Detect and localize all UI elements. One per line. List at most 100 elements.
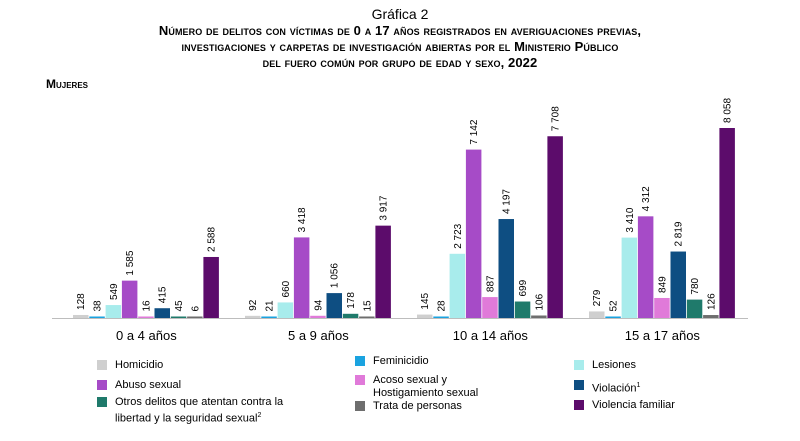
legend-swatch	[355, 375, 365, 385]
legend-label: Abuso sexual	[115, 379, 182, 391]
data-label: 178	[346, 292, 357, 309]
bar	[589, 311, 605, 318]
data-label: 780	[690, 277, 701, 294]
bar	[121, 280, 138, 318]
bar	[703, 315, 719, 318]
chart-title-line-1: Número de delitos con víctimas de 0 a 17…	[158, 23, 642, 38]
bar	[375, 225, 391, 318]
bar	[310, 315, 326, 318]
bar	[293, 237, 310, 318]
section-label: Mujeres	[46, 77, 89, 91]
bar	[531, 315, 547, 318]
legend-label-text: Violación	[592, 382, 637, 395]
data-label: 38	[93, 300, 104, 312]
data-label: 4 312	[641, 186, 652, 211]
data-label: 7 142	[469, 119, 480, 144]
bar	[654, 297, 670, 318]
bar	[686, 299, 703, 318]
data-label: 2 723	[453, 223, 464, 248]
legend-item-otros-delitos: Otros delitos que atentan contra la libe…	[97, 396, 283, 426]
bar	[203, 256, 219, 318]
data-label: 45	[174, 300, 185, 312]
data-label: 3 418	[297, 207, 308, 232]
data-label: 126	[706, 293, 717, 310]
bar	[187, 316, 203, 318]
bar	[326, 293, 342, 318]
data-label: 28	[437, 300, 448, 312]
data-label: 660	[281, 280, 292, 297]
legend-swatch	[355, 401, 365, 411]
legend-label-line-2: libertad y la seguridad sexual	[115, 412, 258, 425]
bar	[417, 314, 433, 318]
data-label: 415	[158, 286, 169, 303]
bar-chart: 128 38 549 1 585 16 415 45 6 2 588 0 a 4 años 92 21…	[52, 98, 748, 343]
data-label: 3 410	[625, 207, 636, 232]
legend-label: Feminicidio	[373, 355, 429, 367]
legend-swatch	[97, 360, 107, 370]
legend-swatch	[355, 356, 365, 366]
data-label: 549	[109, 283, 120, 300]
chart-title-line-2: investigaciones y carpetas de investigac…	[181, 39, 619, 54]
bar	[498, 219, 514, 318]
data-label: 128	[76, 293, 87, 310]
bar	[105, 305, 122, 318]
data-label: 52	[609, 300, 620, 312]
bar	[277, 302, 294, 318]
footnote-marker: 2	[257, 412, 262, 419]
legend-label-line-1: Otros delitos que atentan contra la	[115, 396, 284, 408]
bar	[261, 316, 277, 318]
legend-swatch	[574, 380, 584, 390]
data-label: 15	[362, 300, 373, 312]
data-label: 106	[534, 293, 545, 310]
bar	[449, 253, 466, 318]
legend-swatch	[97, 397, 107, 407]
legend-swatch	[574, 360, 584, 370]
data-label: 92	[248, 299, 259, 311]
chart-header: Gráfica 2 Número de delitos con víctimas…	[0, 6, 800, 71]
data-label: 4 197	[502, 189, 513, 214]
legend-item-lesiones: Lesiones	[574, 359, 636, 372]
legend-label-line-2: Hostigamiento sexual	[373, 387, 479, 399]
bar	[170, 316, 187, 318]
data-label: 1 585	[125, 250, 136, 275]
legend-label: Violencia familiar	[592, 399, 675, 411]
data-label: 3 917	[379, 195, 390, 220]
data-label: 699	[518, 279, 529, 296]
bar	[89, 316, 105, 318]
data-label: 2 588	[207, 227, 218, 252]
bar	[514, 301, 531, 318]
data-label: 279	[592, 289, 603, 306]
bar	[465, 149, 482, 318]
bar	[73, 314, 89, 318]
data-label: 8 058	[723, 98, 734, 123]
legend-item-abuso-sexual: Abuso sexual	[97, 379, 181, 392]
data-label: 94	[313, 299, 324, 311]
legend-item-violencia-familiar: Violencia familiar	[574, 399, 675, 412]
legend-label: Lesiones	[592, 359, 637, 371]
bar	[482, 297, 498, 318]
category-label: 0 a 4 años	[116, 328, 177, 343]
legend-item-violacion: Violación1	[574, 379, 640, 396]
category-label: 5 a 9 años	[288, 328, 349, 343]
legend-item-acoso-sexual: Acoso sexual y Hostigamiento sexual	[355, 374, 478, 400]
bar	[719, 128, 735, 318]
legend-label: Violación1	[592, 379, 640, 396]
data-label: 887	[485, 275, 496, 292]
bar	[433, 316, 449, 318]
chart-title-line-3: del fuero común por grupo de edad y sexo…	[262, 55, 538, 70]
data-label: 6	[190, 306, 201, 312]
legend-label-line-1: Acoso sexual y	[373, 374, 447, 386]
chart-kicker: Gráfica 2	[371, 6, 429, 22]
bar	[245, 315, 261, 318]
data-label: 145	[420, 292, 431, 309]
data-label: 1 056	[330, 263, 341, 288]
data-label: 21	[265, 300, 276, 312]
bar	[154, 308, 170, 318]
legend-label: Acoso sexual y Hostigamiento sexual	[373, 374, 478, 400]
legend-label: Otros delitos que atentan contra la libe…	[115, 396, 283, 426]
bar	[342, 313, 359, 318]
legend-label: Homicidio	[115, 359, 164, 371]
legend-swatch	[574, 400, 584, 410]
legend-label: Trata de personas	[373, 400, 462, 412]
data-label: 7 708	[551, 106, 562, 131]
